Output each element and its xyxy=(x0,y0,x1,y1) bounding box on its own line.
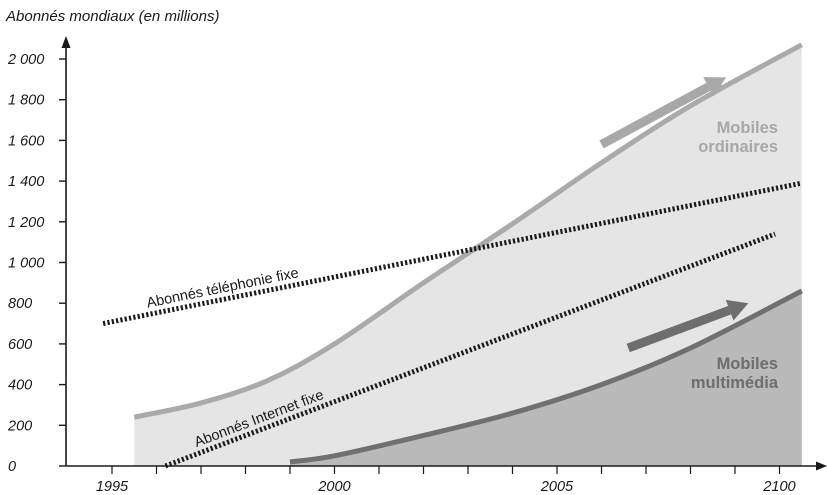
y-tick-label: 400 xyxy=(8,378,32,394)
y-tick-label: 1 800 xyxy=(8,93,44,109)
y-axis-arrow xyxy=(61,36,71,48)
y-tick-label: 600 xyxy=(8,337,32,353)
y-tick-label: 1 200 xyxy=(8,215,44,231)
annotation-mobiles-multimedia-line-1: Mobiles xyxy=(717,355,778,373)
trend-arrow-mobiles-ordinaires-head xyxy=(703,77,727,97)
line-mobiles-multimedia xyxy=(289,288,803,465)
y-tick-label: 1 600 xyxy=(8,133,44,149)
y-tick-label: 1 400 xyxy=(8,174,44,190)
y-tick-label: 1 000 xyxy=(8,256,44,272)
y-tick-label: 0 xyxy=(8,459,16,475)
annotation-mobiles-ordinaires-line-1: Mobiles xyxy=(717,119,778,137)
x-axis-arrow xyxy=(816,461,827,471)
trend-arrow-mobiles-ordinaires-shaft xyxy=(599,82,711,149)
trend-arrow-mobiles-multimedia-head xyxy=(725,299,749,321)
line-abonnes-internet-fixe xyxy=(164,231,776,469)
y-tick-label: 800 xyxy=(8,296,32,312)
y-tick-label: 2 000 xyxy=(7,52,44,68)
x-tick-label: 2005 xyxy=(540,479,574,495)
y-axis-title: Abonnés mondiaux (en millions) xyxy=(6,8,220,25)
annotation-mobiles-multimedia-line-2: multimédia xyxy=(691,374,779,392)
x-tick-label: 1995 xyxy=(96,479,129,495)
trend-arrow-mobiles-multimedia-shaft xyxy=(626,305,732,353)
x-tick-label: 2100 xyxy=(762,479,795,495)
x-tick-label: 2000 xyxy=(317,479,350,495)
y-tick-label: 200 xyxy=(7,418,32,434)
line-mobiles-ordinaires xyxy=(133,42,803,420)
annotation-mobiles-ordinaires-line-2: ordinaires xyxy=(698,138,778,156)
area-mobiles-multimedia xyxy=(290,290,802,466)
